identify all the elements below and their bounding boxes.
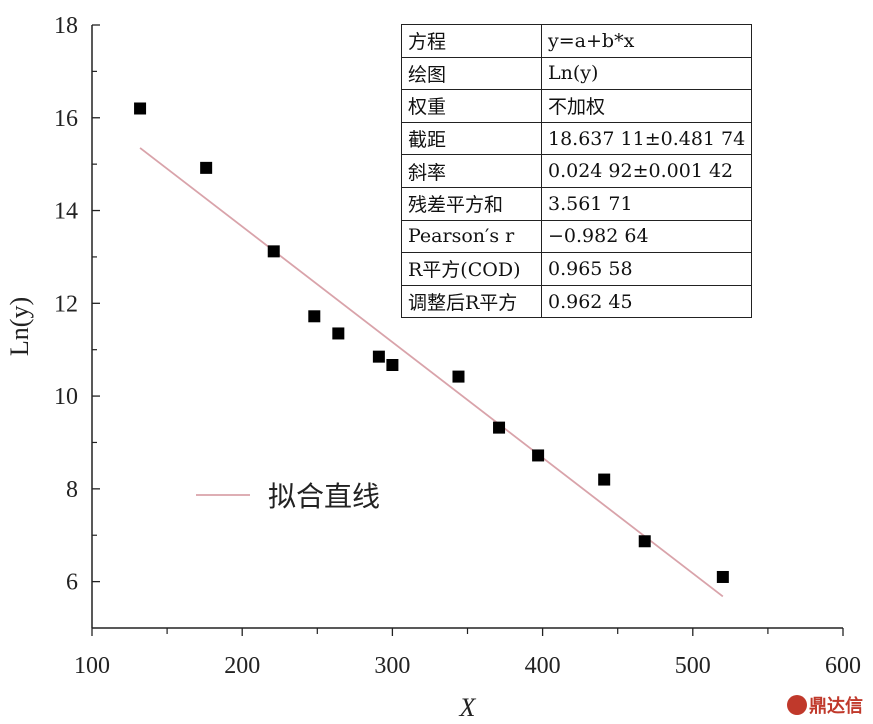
data-point bbox=[638, 535, 651, 548]
stats-key: 权重 bbox=[401, 89, 542, 123]
x-tick-label: 300 bbox=[374, 653, 410, 679]
stats-row: Pearson′s r −0.982 64 bbox=[401, 219, 753, 254]
y-tick-label: 16 bbox=[54, 106, 78, 132]
y-tick-label: 12 bbox=[54, 291, 78, 317]
stats-key: R平方(COD) bbox=[401, 252, 542, 286]
stats-key: 绘图 bbox=[401, 56, 542, 91]
x-tick-label: 100 bbox=[74, 653, 110, 679]
stats-key: 截距 bbox=[401, 121, 542, 156]
stats-row: 斜率 0.024 92±0.001 42 bbox=[401, 154, 753, 188]
stats-key: Pearson′s r bbox=[401, 219, 542, 254]
stats-value: 0.965 58 bbox=[540, 252, 753, 286]
stats-value: 不加权 bbox=[540, 89, 753, 123]
stats-value: −0.982 64 bbox=[540, 219, 753, 254]
data-point bbox=[372, 350, 385, 363]
fit-statistics-table: 方程 y=a+b*x 绘图 Ln(y) 权重 不加权 截距 18.637 11±0.481 7… bbox=[401, 24, 753, 319]
legend-label: 拟合直线 bbox=[268, 480, 380, 513]
x-axis-title: X bbox=[459, 693, 477, 722]
stats-value: 3.561 71 bbox=[540, 186, 753, 221]
stats-value: 0.024 92±0.001 42 bbox=[540, 154, 753, 188]
fit-line bbox=[139, 147, 724, 598]
stats-row: R平方(COD) 0.965 58 bbox=[401, 252, 753, 286]
x-tick-label: 200 bbox=[224, 653, 260, 679]
data-point bbox=[332, 327, 345, 340]
data-point bbox=[598, 473, 611, 486]
fit-line-layer bbox=[139, 147, 724, 598]
stats-row: 调整后R平方 0.962 45 bbox=[401, 284, 753, 319]
x-tick-label: 600 bbox=[825, 653, 861, 679]
legend: 拟合直线 bbox=[196, 480, 380, 513]
stats-key: 斜率 bbox=[401, 154, 542, 188]
y-tick-label: 18 bbox=[54, 13, 78, 39]
x-tick-label: 500 bbox=[675, 653, 711, 679]
watermark-icon bbox=[787, 695, 807, 715]
stats-value: y=a+b*x bbox=[540, 24, 753, 58]
data-point bbox=[267, 245, 280, 258]
stats-row: 截距 18.637 11±0.481 74 bbox=[401, 121, 753, 156]
y-tick-label: 10 bbox=[54, 384, 78, 410]
data-point bbox=[200, 161, 213, 174]
y-tick-label: 6 bbox=[66, 570, 78, 596]
stats-row: 方程 y=a+b*x bbox=[401, 24, 753, 58]
points-layer bbox=[134, 102, 729, 583]
data-point bbox=[452, 370, 465, 383]
stats-key: 方程 bbox=[401, 24, 542, 58]
stats-value: Ln(y) bbox=[540, 56, 753, 91]
x-tick-label: 400 bbox=[525, 653, 561, 679]
data-point bbox=[386, 358, 399, 371]
data-point bbox=[532, 449, 545, 462]
y-tick-label: 8 bbox=[66, 477, 78, 503]
data-point bbox=[716, 570, 729, 583]
data-point bbox=[493, 421, 506, 434]
y-axis-title: Ln(y) bbox=[5, 297, 34, 356]
stats-value: 18.637 11±0.481 74 bbox=[540, 121, 753, 156]
stats-row: 绘图 Ln(y) bbox=[401, 56, 753, 91]
stats-row: 权重 不加权 bbox=[401, 89, 753, 123]
stats-value: 0.962 45 bbox=[540, 284, 753, 319]
watermark-text: 鼎达信 bbox=[809, 696, 863, 717]
y-tick-label: 14 bbox=[54, 199, 78, 225]
axes: 100 200 300 400 500 600 6 8 10 12 14 16 18 bbox=[54, 13, 861, 679]
watermark-logo: 鼎达信 bbox=[787, 692, 863, 718]
stats-row: 残差平方和 3.561 71 bbox=[401, 186, 753, 221]
stats-key: 残差平方和 bbox=[401, 186, 542, 221]
data-point bbox=[134, 102, 147, 115]
stats-key: 调整后R平方 bbox=[401, 284, 542, 319]
data-point bbox=[308, 310, 321, 323]
